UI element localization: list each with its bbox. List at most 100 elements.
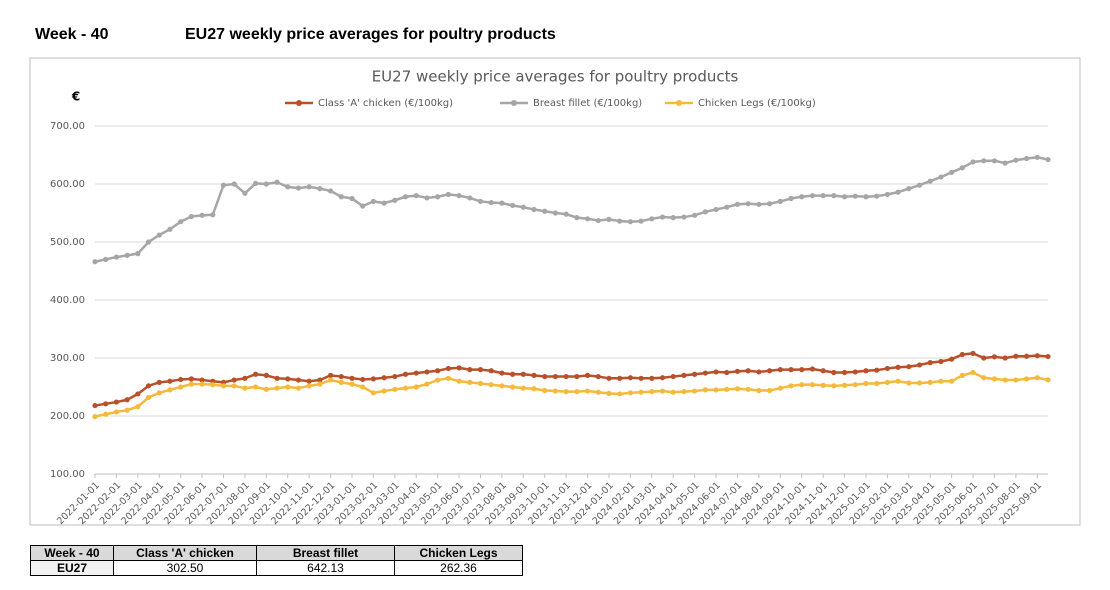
- data-point: [499, 370, 505, 376]
- data-point: [531, 206, 537, 213]
- data-point: [178, 219, 184, 225]
- data-point: [338, 194, 344, 200]
- data-point: [477, 367, 484, 373]
- data-point: [884, 365, 890, 372]
- data-point: [734, 201, 741, 207]
- data-point: [584, 388, 591, 394]
- data-point: [681, 389, 687, 395]
- data-point: [970, 159, 976, 165]
- data-point: [467, 367, 473, 373]
- data-point: [1023, 376, 1030, 382]
- data-point: [841, 382, 848, 388]
- data-point: [906, 186, 912, 192]
- data-point: [831, 193, 837, 199]
- data-point: [445, 365, 451, 372]
- data-point: [370, 390, 377, 396]
- data-point: [820, 368, 826, 374]
- data-point: [617, 375, 623, 381]
- data-point: [435, 368, 441, 374]
- y-tick-label: 600.00: [50, 179, 85, 190]
- data-point: [295, 385, 302, 391]
- data-point: [724, 204, 730, 210]
- data-point: [788, 367, 794, 373]
- data-point: [520, 385, 526, 391]
- data-point: [552, 210, 559, 216]
- data-point: [488, 382, 494, 388]
- data-point: [135, 251, 141, 257]
- column-header: Breast fillet: [256, 545, 395, 561]
- y-tick-label: 300.00: [50, 353, 85, 364]
- data-point: [360, 203, 366, 209]
- data-point: [210, 382, 216, 388]
- data-point: [841, 369, 848, 376]
- data-point: [788, 195, 794, 202]
- data-point: [92, 259, 98, 265]
- data-point: [242, 375, 248, 381]
- data-point: [467, 379, 473, 385]
- data-point: [692, 371, 698, 377]
- data-point: [445, 375, 451, 381]
- data-point: [477, 198, 484, 204]
- data-point: [702, 370, 708, 376]
- data-point: [1034, 154, 1040, 160]
- data-point: [595, 217, 601, 224]
- data-point: [949, 378, 955, 384]
- week-label: Week - 40: [35, 26, 109, 43]
- data-point: [360, 376, 366, 383]
- data-point: [231, 181, 237, 187]
- data-point: [156, 390, 162, 396]
- data-point: [884, 191, 890, 198]
- data-point: [435, 377, 441, 383]
- data-point: [638, 218, 644, 224]
- data-point: [263, 386, 269, 392]
- data-point: [274, 375, 280, 381]
- data-point: [852, 382, 858, 388]
- data-point: [167, 378, 173, 384]
- data-point: [649, 389, 655, 395]
- data-point: [103, 256, 109, 262]
- data-point: [392, 373, 398, 380]
- data-point: [435, 194, 441, 200]
- data-point: [713, 369, 719, 375]
- legend-marker: [511, 100, 517, 106]
- data-point: [949, 169, 955, 175]
- data-point: [927, 178, 933, 184]
- data-point: [991, 354, 998, 360]
- data-point: [874, 367, 880, 373]
- data-point: [306, 378, 312, 384]
- data-point: [92, 413, 98, 420]
- data-point: [306, 184, 312, 190]
- data-point: [938, 378, 944, 384]
- data-point: [145, 383, 152, 389]
- data-point: [627, 219, 633, 225]
- data-point: [831, 383, 837, 389]
- data-point: [766, 201, 773, 207]
- data-point: [135, 391, 141, 397]
- data-point: [1023, 353, 1030, 359]
- data-point: [852, 369, 858, 375]
- data-point: [916, 182, 923, 188]
- data-point: [681, 372, 687, 378]
- data-point: [274, 385, 280, 391]
- column-header: Class 'A' chicken: [113, 545, 257, 561]
- data-point: [520, 204, 526, 210]
- data-point: [178, 384, 184, 390]
- data-point: [424, 195, 430, 201]
- data-point: [242, 385, 248, 391]
- data-point: [959, 165, 965, 171]
- data-point: [531, 372, 537, 378]
- data-point: [959, 372, 965, 378]
- data-point: [959, 351, 965, 358]
- data-point: [231, 383, 237, 389]
- data-point: [670, 389, 676, 395]
- data-point: [542, 208, 548, 214]
- data-point: [981, 158, 987, 164]
- data-point: [991, 376, 998, 382]
- legend-marker: [676, 100, 682, 106]
- data-point: [1002, 160, 1008, 166]
- data-point: [167, 226, 173, 232]
- data-point: [424, 369, 430, 375]
- data-point: [874, 193, 880, 199]
- data-point: [820, 382, 826, 388]
